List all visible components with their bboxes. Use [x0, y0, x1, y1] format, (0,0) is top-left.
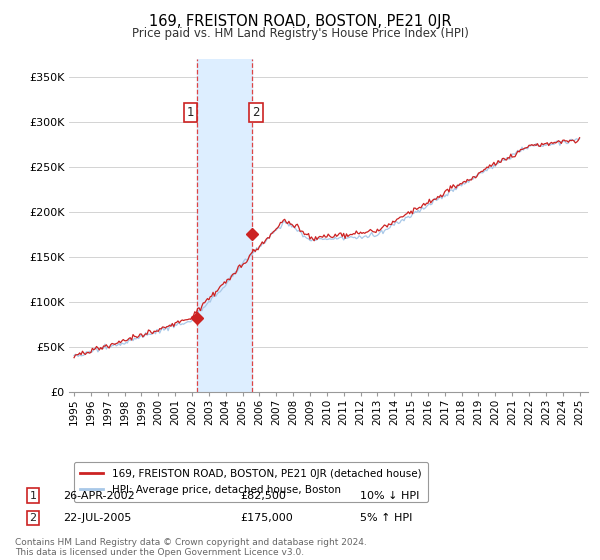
Text: 26-APR-2002: 26-APR-2002 [63, 491, 135, 501]
Bar [197, 59, 252, 392]
Text: 5% ↑ HPI: 5% ↑ HPI [360, 513, 412, 523]
Text: £175,000: £175,000 [240, 513, 293, 523]
Text: 1: 1 [29, 491, 37, 501]
Legend: 169, FREISTON ROAD, BOSTON, PE21 0JR (detached house), HPI: Average price, detac: 169, FREISTON ROAD, BOSTON, PE21 0JR (de… [74, 462, 428, 502]
Text: £82,500: £82,500 [240, 491, 286, 501]
Text: 2: 2 [29, 513, 37, 523]
Text: 22-JUL-2005: 22-JUL-2005 [63, 513, 131, 523]
Text: 2: 2 [252, 106, 260, 119]
Text: 1: 1 [187, 106, 194, 119]
Text: 169, FREISTON ROAD, BOSTON, PE21 0JR: 169, FREISTON ROAD, BOSTON, PE21 0JR [149, 14, 451, 29]
Text: Contains HM Land Registry data © Crown copyright and database right 2024.
This d: Contains HM Land Registry data © Crown c… [15, 538, 367, 557]
Text: 10% ↓ HPI: 10% ↓ HPI [360, 491, 419, 501]
Text: Price paid vs. HM Land Registry's House Price Index (HPI): Price paid vs. HM Land Registry's House … [131, 27, 469, 40]
